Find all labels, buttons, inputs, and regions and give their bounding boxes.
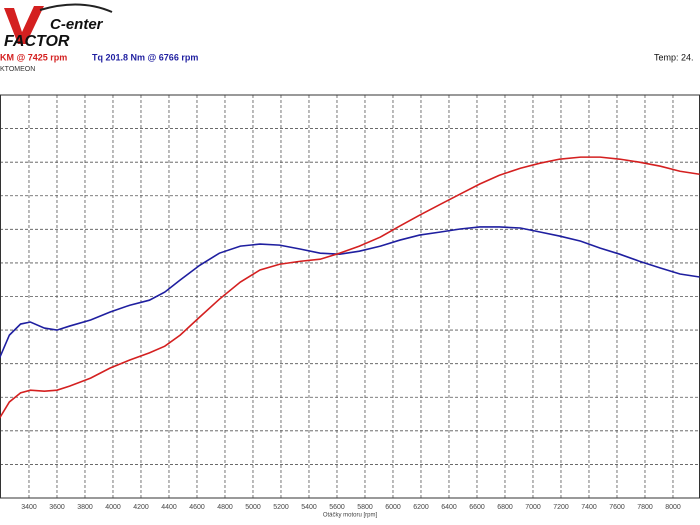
- x-tick-label: 7000: [525, 504, 541, 511]
- x-tick-label: 3400: [21, 504, 37, 511]
- logo-text: C-enter: [50, 16, 104, 33]
- x-tick-label: 5200: [273, 504, 289, 511]
- logo-swoosh: [39, 3, 113, 13]
- series-line: [0, 156, 700, 419]
- logo: C-enter FACTOR: [4, 3, 113, 50]
- x-tick-label: 7200: [553, 504, 569, 511]
- x-tick-label: 3800: [77, 504, 93, 511]
- x-tick-label: 5800: [357, 504, 373, 511]
- model-label: KTOMEON: [0, 66, 35, 73]
- x-tick-label: 4600: [189, 504, 205, 511]
- x-tick-label: 6000: [385, 504, 401, 511]
- temp-readout: Temp: 24.: [654, 52, 694, 62]
- x-tick-label: 3600: [49, 504, 65, 511]
- series-line: [0, 226, 700, 359]
- logo-mark: [4, 6, 44, 44]
- x-tick-label: 6200: [413, 504, 429, 511]
- x-tick-label: 4800: [217, 504, 233, 511]
- torque-readout: Tq 201.8 Nm @ 6766 rpm: [92, 52, 198, 62]
- x-tick-label: 5400: [301, 504, 317, 511]
- x-tick-label: 7400: [581, 504, 597, 511]
- x-tick-label: 4400: [161, 504, 177, 511]
- x-tick-label: 8000: [665, 504, 681, 511]
- power-readout: KM @ 7425 rpm: [0, 52, 67, 62]
- x-tick-label: 6800: [497, 504, 513, 511]
- x-tick-label: 6400: [441, 504, 457, 511]
- logo-text: FACTOR: [4, 33, 70, 50]
- x-tick-label: 5000: [245, 504, 261, 511]
- x-tick-label: 4000: [105, 504, 121, 511]
- x-tick-label: 7800: [637, 504, 653, 511]
- x-axis-title: Otáčky motoru [rpm]: [323, 513, 378, 519]
- x-tick-label: 4200: [133, 504, 149, 511]
- x-tick-label: 6600: [469, 504, 485, 511]
- x-tick-label: 7600: [609, 504, 625, 511]
- x-tick-label: 5600: [329, 504, 345, 511]
